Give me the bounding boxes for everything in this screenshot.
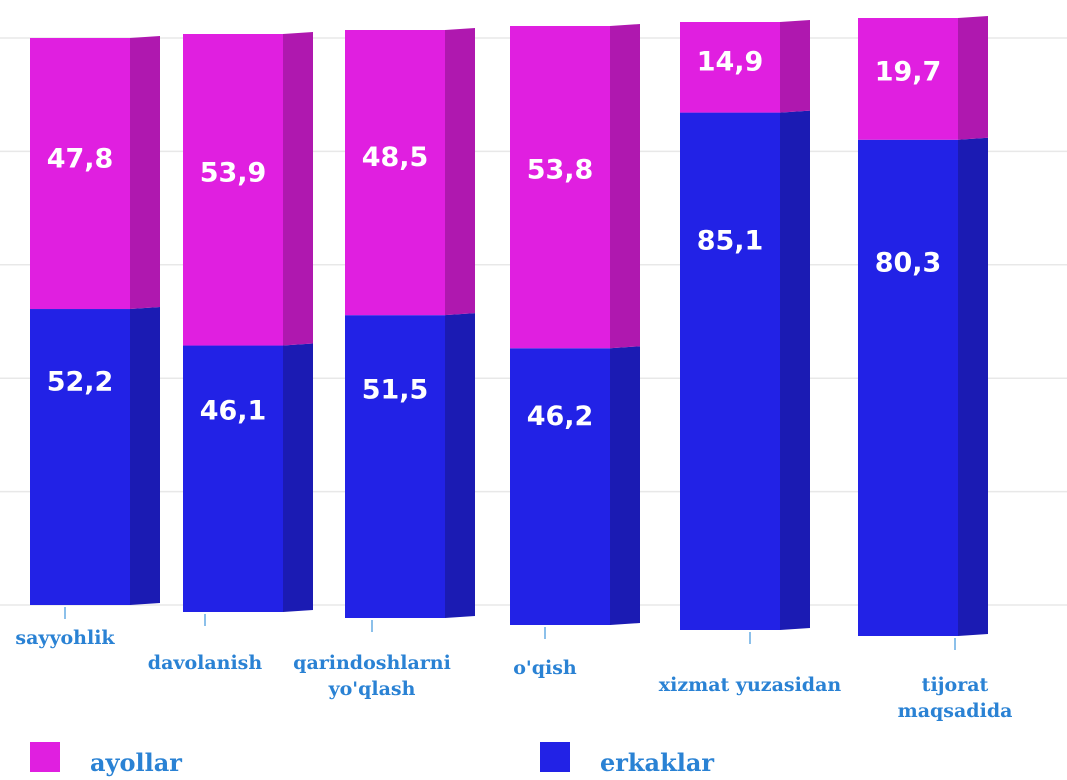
bar-segment	[345, 315, 445, 618]
value-label: 85,1	[697, 225, 764, 256]
bar-segment	[858, 139, 958, 636]
bar-side	[445, 28, 475, 316]
value-label: 80,3	[875, 247, 942, 278]
value-label: 14,9	[697, 46, 764, 77]
value-label: 53,9	[200, 158, 267, 189]
bar-side	[610, 24, 640, 349]
legend-label: erkaklar	[600, 748, 715, 777]
bar-side	[780, 110, 810, 631]
x-tick-label: xizmat yuzasidan	[658, 674, 842, 696]
bar-side	[445, 313, 475, 618]
bar-segment	[345, 30, 445, 316]
bar-segment	[30, 309, 130, 605]
bar-segment	[183, 34, 283, 346]
bar-side	[283, 32, 313, 346]
bar-segment	[858, 18, 958, 140]
x-tick-label: o'qish	[513, 657, 577, 679]
bar-side	[780, 20, 810, 113]
value-label: 19,7	[875, 56, 942, 87]
value-label: 53,8	[527, 155, 594, 186]
bar-segment	[510, 26, 610, 349]
value-label: 52,2	[47, 367, 114, 398]
value-label: 46,2	[527, 401, 594, 432]
bar-segment	[680, 22, 780, 113]
bar-segment	[30, 38, 130, 310]
bar-side	[958, 16, 988, 140]
x-tick-label: davolanish	[147, 652, 263, 674]
bar-segment	[510, 348, 610, 625]
x-tick-label: qarindoshlarni yo'qlash	[293, 652, 451, 700]
legend-label: ayollar	[90, 748, 182, 777]
bar-segment	[680, 112, 780, 631]
bar-side	[283, 343, 313, 612]
legend-swatch	[540, 742, 570, 772]
legend-swatch	[30, 742, 60, 772]
bar-side	[610, 346, 640, 625]
value-label: 48,5	[362, 142, 429, 173]
value-label: 51,5	[362, 374, 429, 405]
value-label: 46,1	[200, 396, 267, 427]
bar-side	[130, 307, 160, 605]
bar-segment	[183, 345, 283, 612]
x-tick-label: sayyohlik	[15, 627, 115, 649]
x-tick-label: tijorat maqsadida	[897, 674, 1013, 722]
bar-side	[958, 137, 988, 636]
value-label: 47,8	[47, 143, 114, 174]
bar-side	[130, 36, 160, 310]
